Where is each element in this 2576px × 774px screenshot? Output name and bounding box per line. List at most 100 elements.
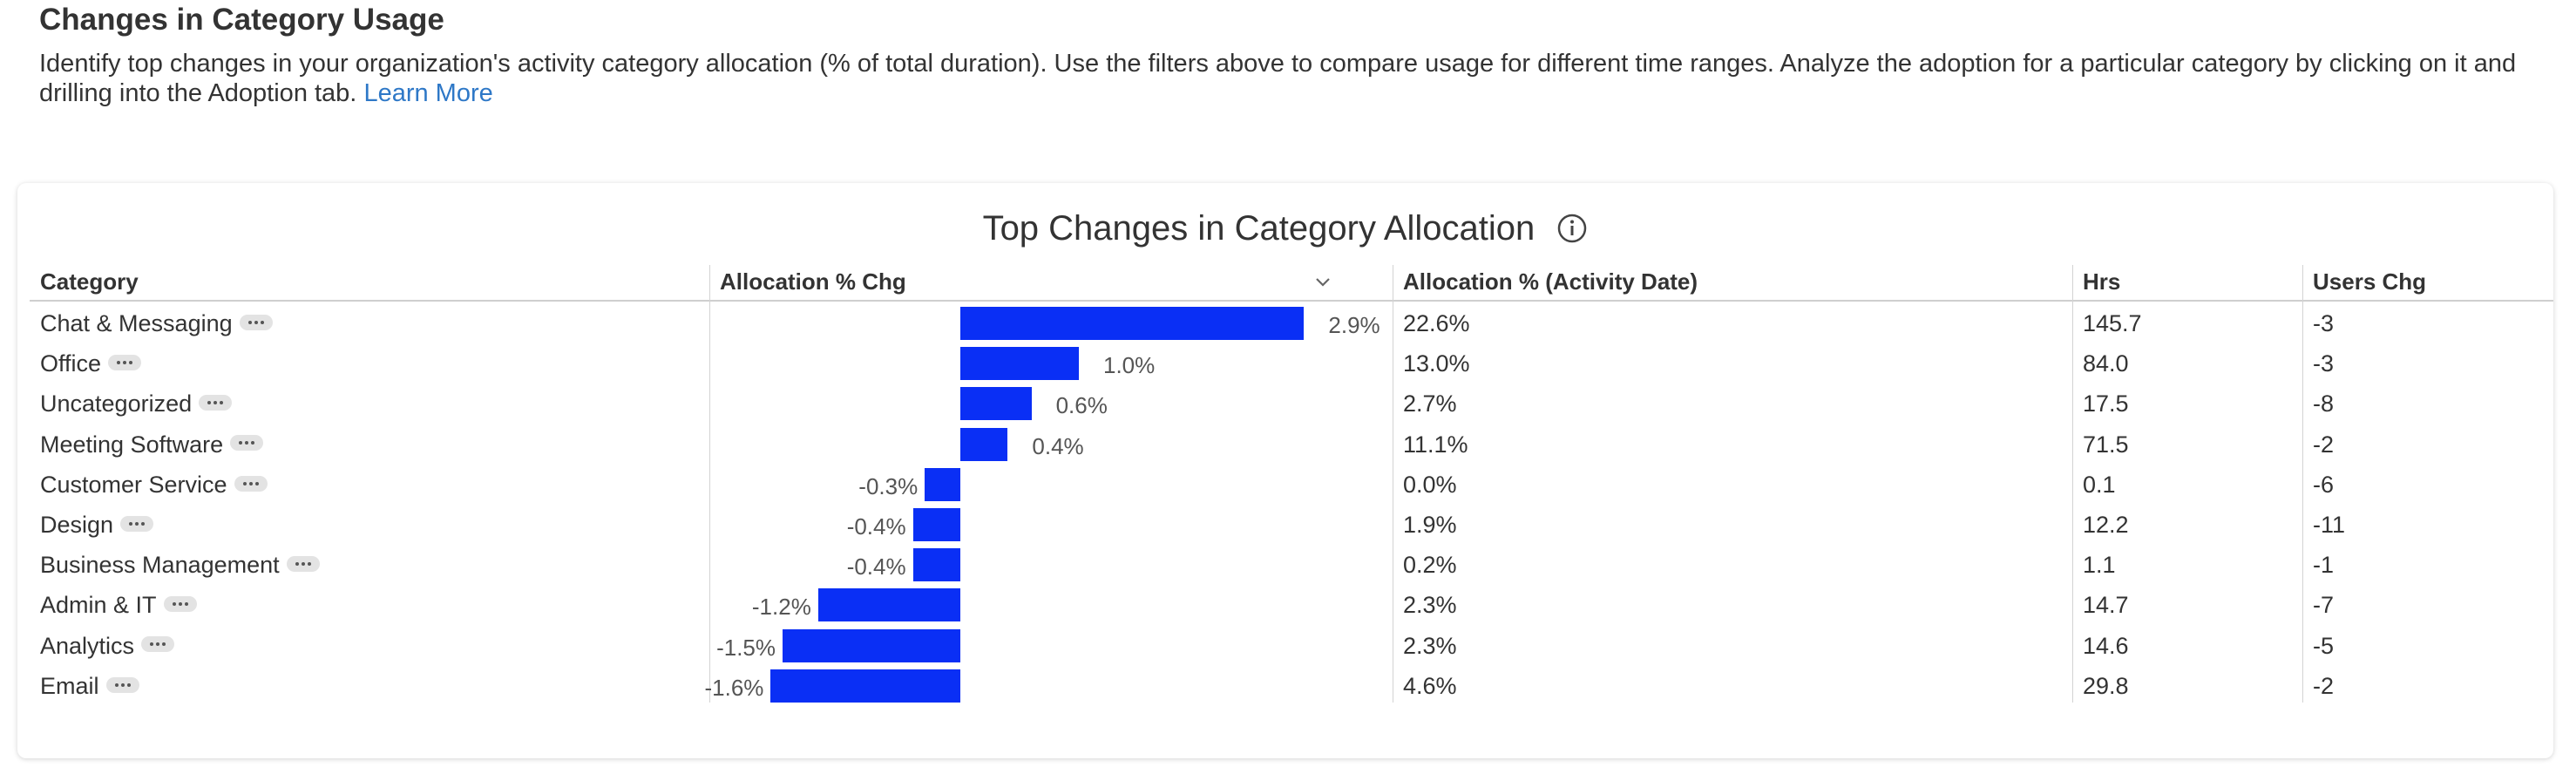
allocation-chg-bar[interactable]	[817, 588, 960, 622]
more-options-icon[interactable]	[230, 435, 264, 452]
hrs-cell: 0.1	[2083, 471, 2116, 498]
allocation-chg-bar[interactable]	[960, 307, 1305, 340]
learn-more-link[interactable]: Learn More	[363, 79, 493, 107]
category-name: Customer Service	[40, 471, 227, 498]
column-divider	[709, 265, 710, 703]
allocation-activity-cell: 13.0%	[1403, 350, 1470, 377]
table-row[interactable]: Office 1.0% 13.0% 84.0 -3	[30, 343, 2553, 384]
column-header-allocation-activity-date[interactable]: Allocation % (Activity Date)	[1403, 268, 1698, 295]
more-options-icon[interactable]	[199, 395, 233, 411]
section-description: Identify top changes in your organizatio…	[39, 49, 2532, 108]
users-chg-cell: -1	[2313, 552, 2335, 579]
allocation-chg-bar[interactable]	[783, 628, 960, 662]
users-chg-cell: -11	[2313, 512, 2346, 538]
allocation-chg-label: -1.2%	[751, 594, 811, 621]
allocation-activity-cell: 4.6%	[1403, 672, 1457, 699]
users-chg-cell: -3	[2313, 350, 2335, 377]
hrs-cell: 145.7	[2083, 310, 2142, 336]
category-cell[interactable]: Uncategorized	[30, 384, 709, 424]
category-cell[interactable]: Office	[30, 343, 709, 384]
column-header-hrs[interactable]: Hrs	[2083, 268, 2121, 295]
info-circle-icon[interactable]	[1556, 213, 1588, 244]
hrs-cell: 17.5	[2083, 390, 2129, 418]
allocation-activity-cell: 22.6%	[1403, 310, 1470, 336]
more-options-icon[interactable]	[234, 475, 268, 492]
table-row[interactable]: Admin & IT -1.2% 2.3% 14.7 -7	[30, 585, 2553, 625]
more-options-icon[interactable]	[120, 515, 154, 532]
category-cell[interactable]: Design	[30, 505, 709, 545]
more-options-icon[interactable]	[163, 596, 197, 613]
hrs-cell: 1.1	[2083, 552, 2116, 579]
section-title: Changes in Category Usage	[39, 3, 444, 37]
allocation-chg-bar[interactable]	[960, 387, 1032, 421]
more-options-icon[interactable]	[108, 355, 142, 371]
hrs-cell: 29.8	[2083, 672, 2129, 699]
table-row[interactable]: Chat & Messaging 2.9% 22.6% 145.7 -3	[30, 303, 2553, 343]
category-cell[interactable]: Customer Service	[30, 465, 709, 505]
category-name: Analytics	[40, 632, 135, 659]
table-row[interactable]: Email -1.6% 4.6% 29.8 -2	[30, 666, 2553, 706]
allocation-activity-cell: 11.1%	[1403, 431, 1468, 458]
category-cell[interactable]: Email	[30, 666, 709, 706]
allocation-chg-label: 0.6%	[1055, 392, 1108, 419]
column-divider	[2302, 265, 2303, 703]
users-chg-cell: -6	[2313, 471, 2335, 498]
column-header-category[interactable]: Category	[40, 268, 139, 295]
category-cell[interactable]: Meeting Software	[30, 424, 709, 465]
allocation-chg-label: -0.3%	[858, 472, 919, 499]
more-options-icon[interactable]	[141, 636, 175, 653]
card-title-row: Top Changes in Category Allocation	[17, 207, 2553, 248]
users-chg-cell: -3	[2313, 310, 2335, 336]
chevron-down-icon[interactable]	[1312, 272, 1333, 293]
allocation-chg-label: -1.6%	[704, 674, 764, 701]
users-chg-cell: -2	[2313, 672, 2335, 699]
more-options-icon[interactable]	[105, 676, 139, 693]
allocation-activity-cell: 0.0%	[1403, 471, 1457, 498]
hrs-cell: 12.2	[2083, 512, 2129, 538]
category-name: Admin & IT	[40, 592, 157, 619]
allocation-chg-label: -1.5%	[716, 634, 776, 661]
allocation-chg-label: 2.9%	[1328, 312, 1380, 338]
table-row[interactable]: Analytics -1.5% 2.3% 14.6 -5	[30, 626, 2553, 666]
allocation-activity-cell: 1.9%	[1403, 512, 1457, 538]
allocation-activity-cell: 2.7%	[1403, 390, 1457, 418]
category-cell[interactable]: Analytics	[30, 626, 709, 666]
users-chg-cell: -8	[2313, 390, 2335, 418]
category-name: Email	[40, 672, 99, 699]
table-row[interactable]: Uncategorized 0.6% 2.7% 17.5 -8	[30, 384, 2553, 424]
users-chg-cell: -7	[2313, 592, 2335, 619]
allocation-chg-bar[interactable]	[925, 467, 960, 501]
table-row[interactable]: Customer Service -0.3% 0.0% 0.1 -6	[30, 465, 2553, 505]
table-row[interactable]: Design -0.4% 1.9% 12.2 -11	[30, 505, 2553, 545]
allocation-chg-label: 0.4%	[1032, 432, 1084, 459]
table-row[interactable]: Meeting Software 0.4% 11.1% 71.5 -2	[30, 424, 2553, 465]
category-name: Meeting Software	[40, 431, 224, 458]
column-divider	[2072, 265, 2073, 703]
allocation-chg-bar[interactable]	[960, 347, 1079, 381]
category-name: Office	[40, 350, 102, 377]
category-cell[interactable]: Admin & IT	[30, 585, 709, 625]
header-divider	[30, 300, 2553, 302]
allocation-chg-label: -0.4%	[846, 513, 906, 540]
column-header-allocation-chg[interactable]: Allocation % Chg	[720, 268, 906, 295]
hrs-cell: 71.5	[2083, 431, 2129, 458]
column-header-users-chg[interactable]: Users Chg	[2313, 268, 2427, 295]
allocation-chg-bar[interactable]	[770, 669, 960, 703]
category-allocation-card: Top Changes in Category Allocation Categ…	[17, 183, 2553, 758]
allocation-chg-label: -0.4%	[846, 553, 906, 580]
allocation-chg-bar[interactable]	[912, 548, 960, 582]
category-name: Uncategorized	[40, 390, 193, 418]
card-title: Top Changes in Category Allocation	[982, 208, 1535, 248]
allocation-chg-bar[interactable]	[960, 427, 1008, 461]
table-row[interactable]: Business Management -0.4% 0.2% 1.1 -1	[30, 545, 2553, 585]
more-options-icon[interactable]	[239, 314, 273, 330]
category-cell[interactable]: Business Management	[30, 545, 709, 585]
description-text: Identify top changes in your organizatio…	[39, 50, 2517, 107]
users-chg-cell: -5	[2313, 632, 2335, 659]
more-options-icon[interactable]	[286, 556, 320, 573]
users-chg-cell: -2	[2313, 431, 2335, 458]
category-name: Business Management	[40, 552, 280, 579]
category-cell[interactable]: Chat & Messaging	[30, 303, 709, 343]
allocation-activity-cell: 2.3%	[1403, 592, 1457, 619]
allocation-chg-bar[interactable]	[912, 508, 960, 541]
